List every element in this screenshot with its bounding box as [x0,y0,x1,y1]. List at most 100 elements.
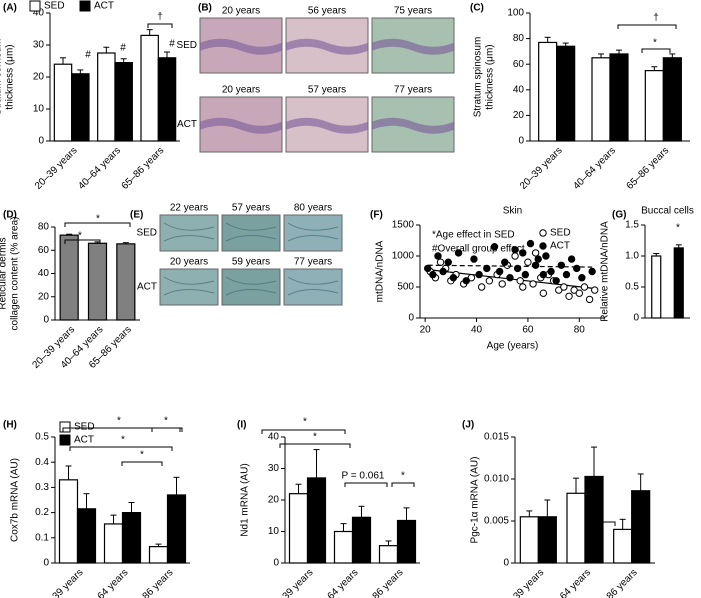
y-tick-label: 0 [273,558,279,569]
x-tick-label: 65–86 years [593,567,640,598]
y-tick-label: 20 [268,495,280,506]
x-tick-label: 40–64 years [314,567,361,598]
point [529,280,537,288]
age-label: 20 years [222,6,260,17]
panel-label: (H) [3,420,17,431]
significance-bracket [641,48,671,53]
bar [58,479,79,564]
y-tick-label: 1000 [392,251,415,262]
bar [351,516,372,564]
significance-bracket [62,427,181,432]
y-tick-label: 1.5 [625,220,639,231]
bar [116,243,136,321]
significance-bracket [391,482,415,487]
point [526,239,535,248]
panel-label: (G) [612,210,626,221]
y-tick-label: 1.0 [625,251,639,262]
y-axis-label: Nd1 mRNA (AU) [240,463,251,536]
x-tick-label: 20–39 years [518,145,565,192]
row-label: ACT [137,282,157,293]
y-tick-label: 0 [43,558,49,569]
annotation: * [313,432,317,443]
y-tick-label: 40 [33,8,45,19]
point [588,267,596,276]
bar [396,519,417,564]
epidermis [200,117,282,134]
significance-bracket [279,443,351,448]
point [524,258,532,266]
x-tick-label: 40–64 years [546,567,593,598]
bar [148,546,169,564]
bar [114,61,133,142]
trend-line [427,264,593,268]
point [511,246,519,254]
x-tick-label: 20–39 years [269,567,316,598]
significance-bracket [69,446,173,451]
age-label: 56 years [308,6,346,17]
legend-swatch [79,0,91,12]
y-axis-label: Reticular dermis [0,237,9,309]
panel-label: (E) [130,210,143,221]
y-tick-label: 20 [38,291,50,302]
legend-swatch [29,0,41,12]
x-tick-label: 60 [522,325,534,336]
y-tick-label: 0.015 [484,432,509,443]
fibers [287,276,339,296]
y-tick-label: 0.3 [35,482,49,493]
y-tick-label: 0 [503,558,509,569]
bar [140,34,159,142]
annotation: # [85,50,91,61]
point [585,295,594,304]
y-tick-label: 60 [513,59,525,70]
legend-label: ACT [94,1,114,12]
x-tick-label: 40 [471,325,483,336]
point [516,277,524,285]
point [578,274,586,282]
bar [613,528,633,564]
y-tick-label: 1500 [392,220,415,231]
point [495,267,504,276]
x-tick-label: 65–86 years [120,145,167,192]
point [490,243,499,251]
y-tick-label: 100 [507,8,524,19]
age-label: 22 years [170,203,208,214]
x-tick-label: 20–39 years [33,145,80,192]
annotation: #Overall group effect [432,244,525,255]
legend-swatch [59,421,71,433]
panel-label: (A) [3,3,17,14]
annotation: † [157,12,163,23]
panel-label: (B) [198,3,212,14]
chart-title: Skin [503,206,522,217]
bar [631,490,651,564]
significance-bracket [121,461,163,466]
point [429,270,437,279]
point [483,264,491,273]
age-label: 77 years [394,85,432,96]
bar [103,523,124,564]
age-label: 59 years [232,257,270,268]
histology-image [221,268,281,306]
chart-title: Buccal cells [641,206,694,217]
annotation: # [169,39,175,50]
significance-bracket [344,482,388,487]
point [560,283,568,291]
epidermis [200,38,282,55]
y-tick-label: 0 [43,315,49,326]
point [531,261,540,269]
y-tick-label: 40 [38,268,50,279]
fibers [225,276,277,296]
epidermis [286,38,368,55]
annotation: * [303,417,307,428]
annotation: * [121,435,125,446]
y-axis-label: Cox7b mRNA (AU) [10,458,21,542]
fibers [287,222,339,242]
legend-marker [539,242,547,250]
significance-bracket [147,23,173,28]
y-tick-label: 40 [513,84,525,95]
point [591,286,599,294]
y-tick-label: 80 [38,222,50,233]
age-label: 20 years [170,257,208,268]
point [519,283,527,291]
point [436,258,445,266]
annotation: * [78,231,82,242]
